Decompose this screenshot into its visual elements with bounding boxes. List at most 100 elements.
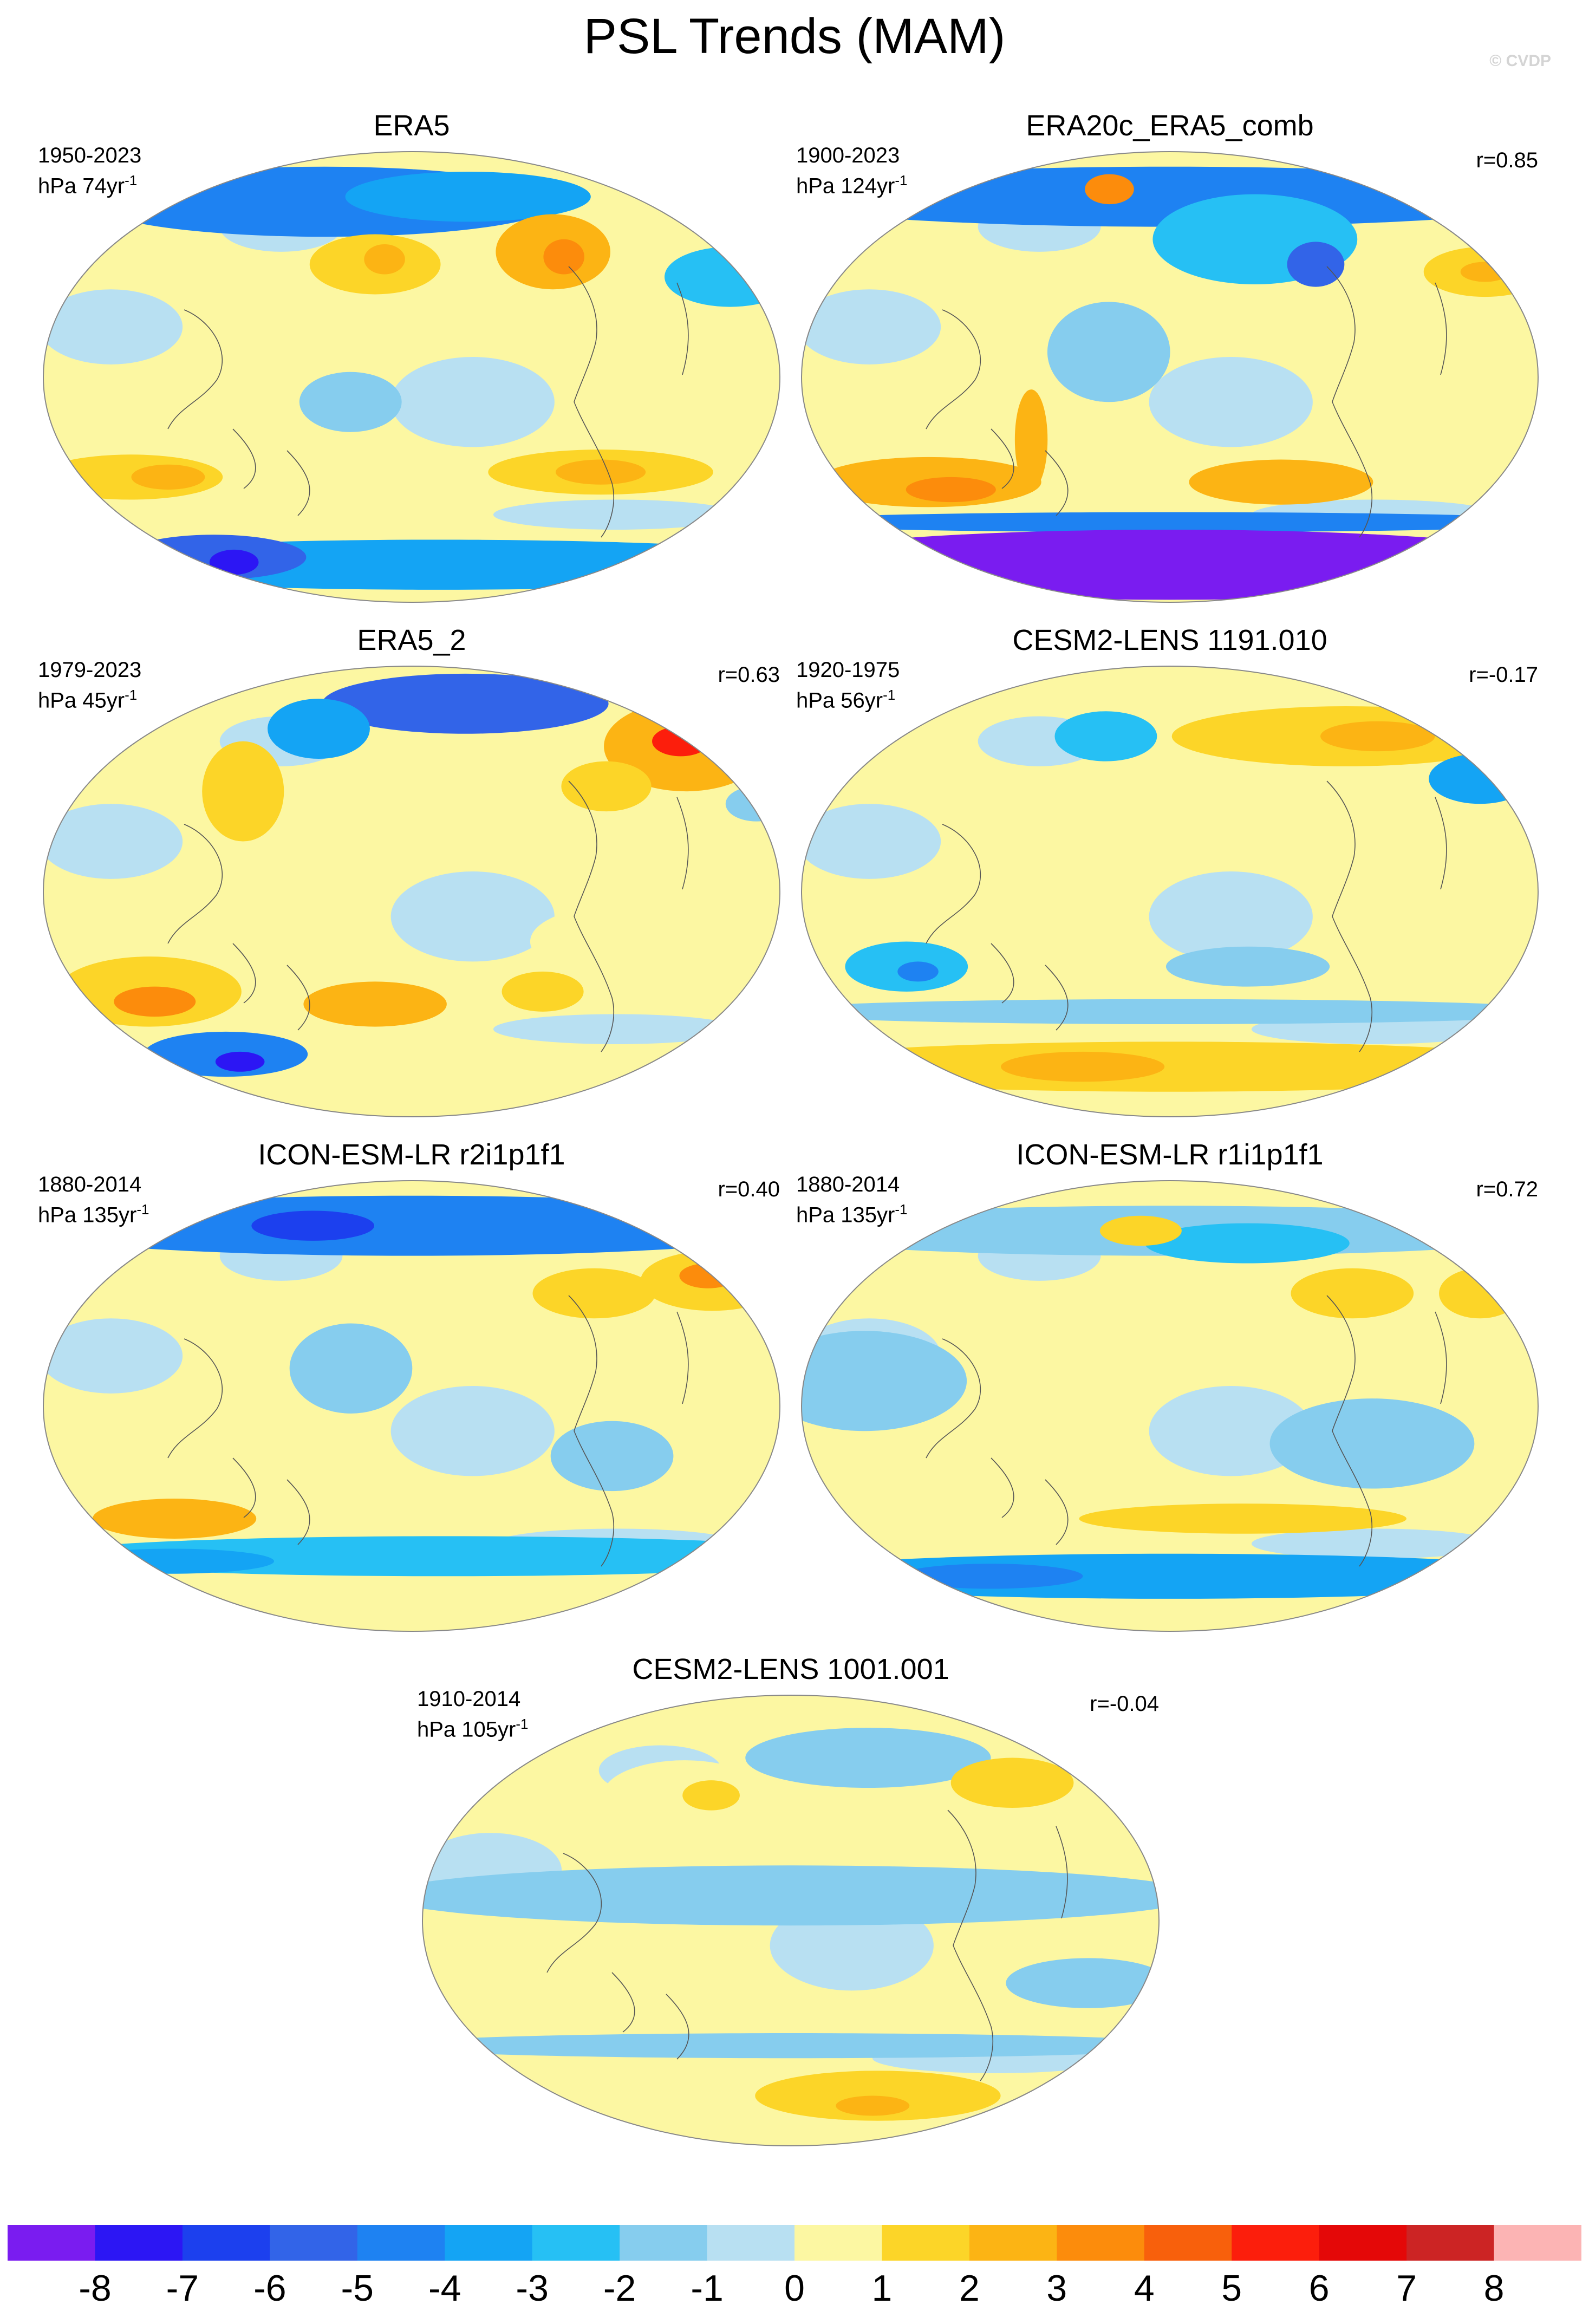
panel-title: ERA20c_ERA5_comb [1026,109,1314,142]
colorbar-tick-label: 4 [1134,2268,1155,2309]
field-contour [1460,262,1510,282]
coastline [676,797,689,890]
colorbar-box [1232,2225,1320,2261]
coastline [1326,780,1356,917]
field-contour [345,171,591,222]
coastline [1332,1430,1372,1567]
map-border [801,1180,1539,1632]
pattern-correlation: r=0.40 [718,1177,780,1201]
colorbar-tick-label: -6 [253,2268,286,2309]
main-title: PSL Trends (MAM) [583,9,1006,64]
coastline [568,266,597,402]
colorbar-box [1494,2225,1581,2261]
field-contour [532,1268,656,1319]
field-contour [802,1553,1538,1599]
panel-units-text: hPa 135yr [796,1203,895,1227]
field-contour [802,1041,1538,1092]
colorbar: -8 -7 -6 -5 -4 -3 -2 -1 0 1 2 3 4 5 6 7 8 [8,2225,1581,2309]
coastline [1332,916,1372,1052]
panel-units: hPa 45yr-1 [38,682,141,713]
panel-units-text: hPa 45yr [38,688,125,713]
field-contour [1149,1386,1313,1476]
panel-title: ICON-ESM-LR r1i1p1f1 [1016,1138,1324,1171]
field-contour [755,2071,1001,2121]
panel-units: hPa 74yr-1 [38,168,141,198]
pattern-correlation: r=0.72 [1476,1177,1538,1201]
field-contour [1054,711,1157,761]
coastline [1045,1479,1069,1545]
colorbar-tick-label: 1 [872,2268,893,2309]
field-contour [69,1548,274,1574]
field-contour [1149,871,1313,962]
coastline [611,1972,635,2033]
coastline [232,428,256,489]
field-contour [561,761,652,812]
map-border [801,151,1539,603]
trend-map [422,1695,1160,2146]
field-contour [1291,1268,1414,1319]
colorbar-box [270,2225,358,2261]
panel-units-text: hPa 124yr [796,174,895,198]
field-contour [390,871,555,962]
field-contour [1189,459,1373,505]
field-contour [390,1386,555,1476]
panel-units-exponent: -1 [516,1716,529,1732]
coastline [953,1945,993,2081]
field-contour [1165,946,1330,987]
coastline [926,824,981,944]
colorbar-box [357,2225,445,2261]
field-contour [1251,1528,1497,1559]
field-contour [530,906,694,977]
coastline [1435,1311,1447,1404]
map-border [801,666,1539,1117]
field-contour [422,2033,1159,2059]
pattern-correlation: r=-0.04 [1090,1692,1159,1716]
field-contour [43,539,780,590]
colorbar-box [1144,2225,1232,2261]
coastline [676,282,689,375]
panel-units: hPa 56yr-1 [796,682,900,713]
panel-units-exponent: -1 [125,172,138,188]
colorbar-box [182,2225,270,2261]
colorbar-tick-label: -8 [79,2268,111,2309]
colorbar-tick-label: -3 [516,2268,548,2309]
colorbar-box [969,2225,1057,2261]
panel-years: 1979-2023 [38,658,142,682]
field-contour [215,1051,265,1072]
coastline [1435,797,1447,890]
panel-units: hPa 135yr-1 [38,1197,149,1227]
field-contour [543,239,584,275]
colorbar-box [795,2225,882,2261]
field-contour [93,1499,257,1539]
coastline [286,965,310,1031]
panel-units-exponent: -1 [895,1201,908,1218]
field-contour [802,804,941,879]
pattern-correlation: r=0.85 [1476,148,1538,172]
panel-title: ERA5 [373,109,450,142]
panel-units: hPa 124yr-1 [796,168,907,198]
field-contour [1429,753,1532,804]
colorbar-tick-label: 5 [1221,2268,1242,2309]
field-contour [493,499,739,530]
map-panel: ERA5 1950-2023 hPa 74yr-1 [38,108,785,607]
panel-period-units: 1920-1975 hPa 56yr-1 [796,658,900,713]
field-contour [1000,1051,1165,1082]
map-panel: ERA20c_ERA5_comb 1900-2023 hPa 124yr-1 r=0.… [796,108,1544,607]
map-border [43,1180,780,1632]
colorbar-tick-label: -2 [603,2268,636,2309]
coastline [991,943,1014,1004]
colorbar-tick-label: 2 [959,2268,980,2309]
field-contour [1006,1958,1159,2008]
trend-map [801,1180,1539,1632]
panel-units: hPa 105yr-1 [417,1711,528,1742]
field-contour [555,459,646,485]
field-contour [1287,242,1345,287]
map-panel: ERA5_2 1979-2023 hPa 45yr-1 r=0.63 [38,623,785,1121]
coastline [926,309,981,429]
field-contour [1014,389,1048,490]
field-contour [679,1263,737,1288]
field-contour [43,289,183,364]
field-contour [802,512,1538,532]
colorbar-tick-label: -5 [341,2268,374,2309]
panel-units-exponent: -1 [895,172,908,188]
